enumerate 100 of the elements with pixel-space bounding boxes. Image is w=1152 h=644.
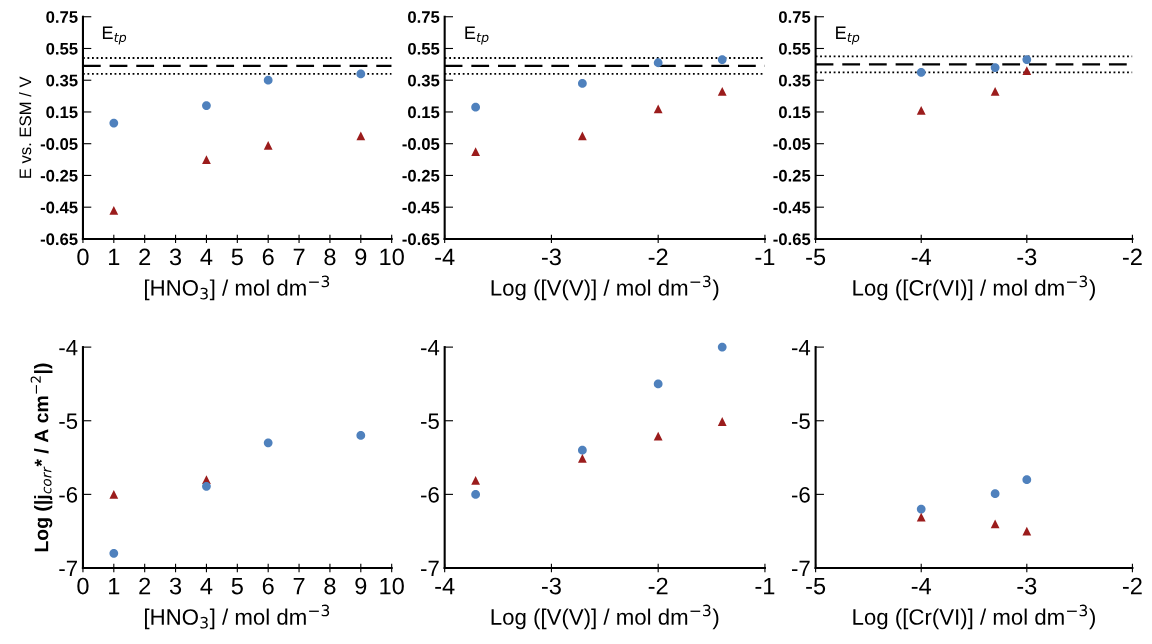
point bbox=[653, 379, 663, 389]
x-tick-label: -4 bbox=[911, 248, 932, 266]
point bbox=[109, 205, 119, 215]
x-tick-label: 5 bbox=[231, 577, 243, 595]
y-axis-title: E vs. ESM / V bbox=[19, 76, 32, 178]
x-axis-title: [HNO$_{3}$] / mol dm$^{−3}$ bbox=[145, 604, 330, 630]
y-tick-label: -7 bbox=[59, 560, 77, 577]
x-axis-title: Log ([Cr(VI)] / mol dm$^{−3}$) bbox=[853, 275, 1095, 301]
y-tick-label: -7 bbox=[791, 560, 810, 577]
y-tick-label: -6 bbox=[59, 486, 78, 503]
x-tick-label: 1 bbox=[109, 577, 120, 595]
x-tick-label: -5 bbox=[806, 248, 826, 266]
x-tick-label: 4 bbox=[200, 577, 213, 595]
point bbox=[1022, 475, 1032, 485]
x-tick-label: 8 bbox=[324, 577, 336, 595]
x-tick-label: -2 bbox=[648, 248, 668, 266]
point bbox=[1022, 66, 1032, 76]
x-tick-label: -2 bbox=[648, 577, 668, 595]
point bbox=[916, 105, 926, 115]
point bbox=[717, 342, 727, 352]
x-tick-label: 10 bbox=[380, 248, 404, 266]
annotation: E$_{tp}$ bbox=[102, 26, 127, 45]
x-tick-label: 0 bbox=[77, 248, 89, 266]
x-tick-label: 1 bbox=[109, 248, 120, 266]
x-tick-label: 6 bbox=[262, 248, 274, 266]
x-tick-label: -2 bbox=[1122, 577, 1142, 595]
y-tick-label: -4 bbox=[791, 339, 811, 356]
point bbox=[653, 431, 663, 441]
x-tick-label: -4 bbox=[435, 577, 455, 595]
x-tick-label: 4 bbox=[200, 248, 213, 266]
point bbox=[356, 431, 366, 440]
point bbox=[202, 481, 211, 491]
point bbox=[717, 417, 727, 426]
x-tick-label: 7 bbox=[293, 577, 305, 595]
x-tick-label: -3 bbox=[541, 577, 561, 595]
y-tick-label: -7 bbox=[421, 560, 439, 577]
point bbox=[263, 75, 273, 85]
y-tick-label: -0.45 bbox=[402, 201, 440, 214]
x-axis-title: Log ([V(V)] / mol dm$^{−3}$) bbox=[491, 275, 719, 301]
point bbox=[717, 55, 727, 64]
point bbox=[1022, 526, 1032, 536]
x-tick-label: 9 bbox=[355, 248, 367, 266]
y-tick-label: -0.45 bbox=[773, 201, 811, 214]
x-tick-label: 7 bbox=[293, 248, 305, 266]
x-axis-title: Log ([Cr(VI)] / mol dm$^{−3}$) bbox=[853, 604, 1095, 630]
x-tick-label: -4 bbox=[435, 248, 455, 266]
point bbox=[109, 489, 119, 499]
point bbox=[577, 445, 587, 455]
y-tick-label: -5 bbox=[421, 413, 439, 430]
y-tick-label: 0.55 bbox=[778, 42, 811, 55]
y-tick-label: 0.35 bbox=[778, 74, 811, 87]
point bbox=[577, 79, 587, 88]
y-tick-label: -0.25 bbox=[402, 169, 440, 182]
y-tick-label: 0.15 bbox=[408, 106, 440, 119]
point bbox=[577, 453, 587, 463]
x-tick-label: -1 bbox=[755, 577, 775, 595]
y-tick-label: -0.45 bbox=[40, 201, 78, 214]
y-tick-label: -0.25 bbox=[773, 169, 811, 182]
point bbox=[653, 104, 663, 114]
point bbox=[471, 102, 481, 112]
point bbox=[356, 69, 366, 79]
point bbox=[577, 131, 587, 141]
x-axis-title: Log ([V(V)] / mol dm$^{−3}$) bbox=[491, 604, 719, 630]
point bbox=[471, 147, 481, 157]
x-tick-label: -3 bbox=[1017, 248, 1037, 266]
y-tick-label: 0.55 bbox=[46, 42, 78, 55]
y-tick-label: -0.05 bbox=[40, 138, 78, 150]
x-tick-label: -2 bbox=[1122, 248, 1142, 266]
x-tick-label: 2 bbox=[139, 248, 151, 266]
point bbox=[202, 101, 211, 111]
y-tick-label: 0.15 bbox=[46, 106, 78, 119]
point bbox=[717, 86, 727, 96]
y-tick-label: 0.35 bbox=[408, 74, 440, 87]
y-tick-label: -0.05 bbox=[773, 138, 811, 150]
y-tick-label: -0.65 bbox=[402, 233, 440, 246]
x-tick-label: 10 bbox=[380, 577, 404, 595]
x-tick-label: 8 bbox=[324, 248, 336, 266]
x-tick-label: 0 bbox=[77, 577, 89, 595]
y-tick-label: -0.65 bbox=[40, 233, 78, 246]
point bbox=[916, 512, 926, 522]
y-tick-label: 0.75 bbox=[408, 11, 440, 23]
point bbox=[471, 476, 481, 485]
x-tick-label: 5 bbox=[231, 248, 243, 266]
y-tick-label: 0.75 bbox=[46, 11, 78, 23]
x-tick-label: -3 bbox=[1017, 577, 1037, 595]
point bbox=[471, 489, 481, 499]
x-tick-label: 6 bbox=[262, 577, 274, 595]
y-tick-label: -5 bbox=[791, 413, 810, 430]
y-tick-label: -0.65 bbox=[773, 233, 811, 246]
point bbox=[109, 548, 119, 558]
y-tick-label: -6 bbox=[421, 486, 439, 503]
point bbox=[356, 131, 366, 141]
point bbox=[653, 58, 663, 68]
point bbox=[990, 489, 1000, 499]
x-tick-label: 3 bbox=[169, 577, 182, 595]
x-tick-label: -5 bbox=[806, 577, 826, 595]
point bbox=[202, 155, 211, 164]
y-tick-label: -4 bbox=[421, 339, 440, 356]
point bbox=[990, 63, 1000, 72]
x-axis-title: [HNO$_{3}$] / mol dm$^{−3}$ bbox=[145, 275, 330, 301]
